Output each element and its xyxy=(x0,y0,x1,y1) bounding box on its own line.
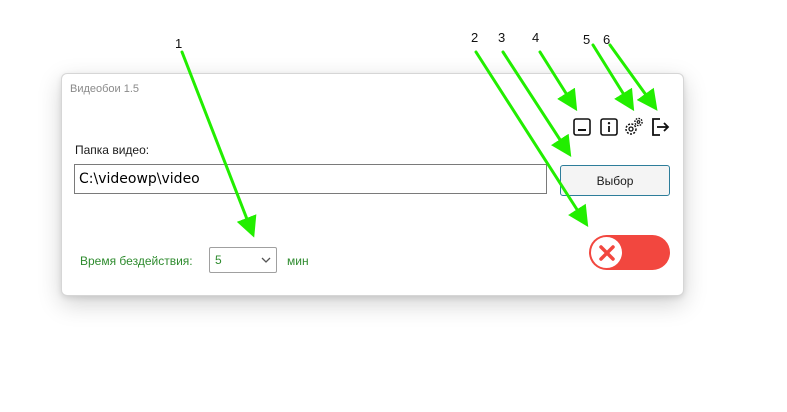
toggle-knob xyxy=(591,237,622,268)
exit-icon xyxy=(652,118,670,136)
annotation-6: 6 xyxy=(603,32,611,47)
close-icon xyxy=(598,244,615,261)
annotation-3: 3 xyxy=(498,30,506,45)
exit-button[interactable] xyxy=(649,116,671,138)
window-title: Видеобои 1.5 xyxy=(70,83,140,95)
idle-time-unit: мин xyxy=(287,254,309,268)
folder-label: Папка видео: xyxy=(75,143,150,157)
info-icon xyxy=(600,118,618,136)
annotation-2: 2 xyxy=(471,30,479,45)
wallpaper-toggle[interactable] xyxy=(589,235,670,270)
browse-button[interactable]: Выбор xyxy=(560,165,670,196)
annotation-1: 1 xyxy=(175,36,183,51)
info-button[interactable] xyxy=(598,116,620,138)
idle-time-value: 5 xyxy=(215,253,222,267)
annotation-5: 5 xyxy=(583,32,591,47)
minimize-button[interactable] xyxy=(571,116,593,138)
gears-icon xyxy=(625,117,643,135)
app-window: Видеобои 1.5 Папка видео: Выбор Время бе xyxy=(61,73,684,296)
settings-button[interactable] xyxy=(623,116,645,138)
chevron-down-icon xyxy=(261,257,271,263)
minimize-icon xyxy=(573,118,591,136)
folder-path-input[interactable] xyxy=(74,164,547,194)
annotation-4: 4 xyxy=(532,30,540,45)
idle-time-label: Время бездействия: xyxy=(80,254,193,268)
idle-time-select[interactable]: 5 xyxy=(209,247,277,273)
